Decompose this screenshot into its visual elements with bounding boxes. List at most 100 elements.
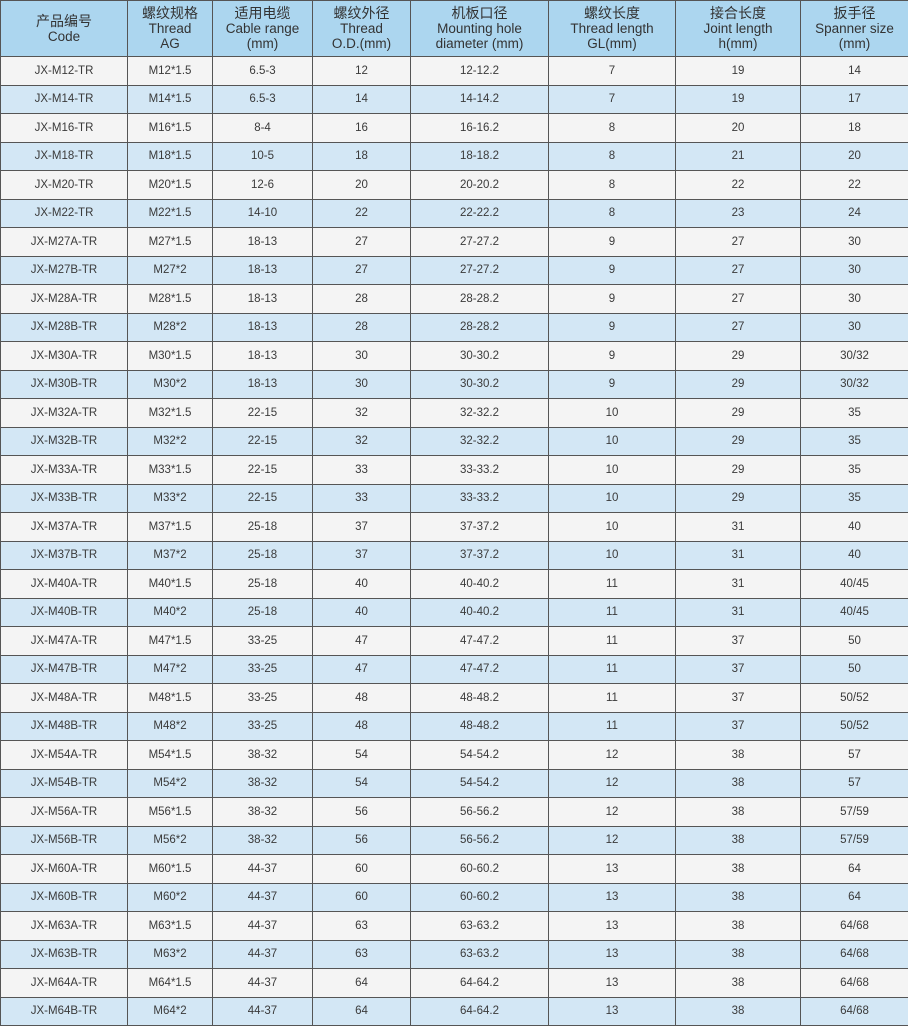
table-cell: 37 xyxy=(312,512,411,542)
table-cell: 60 xyxy=(312,882,411,912)
table-cell: M47*2 xyxy=(127,654,213,684)
table-row: JX-M56B-TR M56*2 38-32 56 56-56.2 12 38 57/59 xyxy=(0,825,908,855)
table-cell: 30 xyxy=(800,312,908,342)
table-cell: 29 xyxy=(675,483,801,513)
table-cell: 8 xyxy=(548,198,676,228)
table-cell: 11 xyxy=(548,569,676,599)
header-zh: 螺纹外径 xyxy=(333,5,390,21)
table-row: JX-M48B-TR M48*2 33-25 48 48-48.2 11 37 50/52 xyxy=(0,711,908,741)
table-cell: 18-13 xyxy=(212,312,313,342)
header-en: O.D.(mm) xyxy=(331,36,392,51)
table-cell: 30-30.2 xyxy=(410,369,549,399)
table-cell: 54-54.2 xyxy=(410,740,549,770)
table-cell: 38-32 xyxy=(212,825,313,855)
table-row: JX-M54A-TR M54*1.5 38-32 54 54-54.2 12 38 57 xyxy=(0,740,908,770)
table-row: JX-M63B-TR M63*2 44-37 63 63-63.2 13 38 64/68 xyxy=(0,939,908,969)
table-cell: 44-37 xyxy=(212,996,313,1026)
column-header: 适用电缆 Cable range (mm) xyxy=(212,0,313,57)
table-cell: 64/68 xyxy=(800,911,908,941)
table-cell: 13 xyxy=(548,854,676,884)
table-cell: 7 xyxy=(548,56,676,86)
table-cell: 47-47.2 xyxy=(410,626,549,656)
table-cell: 37 xyxy=(675,683,801,713)
table-cell: 33-25 xyxy=(212,683,313,713)
table-cell: JX-M30B-TR xyxy=(0,369,128,399)
table-cell: 63 xyxy=(312,911,411,941)
table-row: JX-M30A-TR M30*1.5 18-13 30 30-30.2 9 29 30/32 xyxy=(0,341,908,371)
table-cell: 29 xyxy=(675,398,801,428)
table-cell: 31 xyxy=(675,597,801,627)
table-cell: 64 xyxy=(312,968,411,998)
table-cell: M64*2 xyxy=(127,996,213,1026)
table-cell: 38 xyxy=(675,968,801,998)
table-cell: 37 xyxy=(675,654,801,684)
column-header: 扳手径 Spanner size (mm) xyxy=(800,0,908,57)
table-cell: M30*1.5 xyxy=(127,341,213,371)
table-cell: 18-13 xyxy=(212,227,313,257)
table-cell: M12*1.5 xyxy=(127,56,213,86)
table-cell: M47*1.5 xyxy=(127,626,213,656)
table-cell: 38 xyxy=(675,882,801,912)
table-cell: 33 xyxy=(312,455,411,485)
table-cell: 22-15 xyxy=(212,455,313,485)
table-cell: 57 xyxy=(800,740,908,770)
table-cell: 47-47.2 xyxy=(410,654,549,684)
table-cell: 11 xyxy=(548,597,676,627)
table-cell: 40 xyxy=(800,512,908,542)
table-cell: M54*1.5 xyxy=(127,740,213,770)
header-zh: 适用电缆 xyxy=(234,5,291,21)
table-cell: 27 xyxy=(675,227,801,257)
table-cell: 40 xyxy=(800,540,908,570)
table-cell: JX-M56A-TR xyxy=(0,797,128,827)
table-cell: 38 xyxy=(675,768,801,798)
table-cell: 32 xyxy=(312,398,411,428)
table-cell: 10 xyxy=(548,426,676,456)
table-cell: 33-25 xyxy=(212,654,313,684)
table-cell: 32-32.2 xyxy=(410,398,549,428)
table-cell: 38 xyxy=(675,996,801,1026)
table-cell: M64*1.5 xyxy=(127,968,213,998)
table-cell: 11 xyxy=(548,711,676,741)
header-en: Thread length xyxy=(570,21,654,36)
table-cell: 8 xyxy=(548,113,676,143)
table-cell: 37-37.2 xyxy=(410,512,549,542)
table-row: JX-M30B-TR M30*2 18-13 30 30-30.2 9 29 30/32 xyxy=(0,369,908,399)
table-cell: 18-13 xyxy=(212,369,313,399)
table-row: JX-M48A-TR M48*1.5 33-25 48 48-48.2 11 37 50/52 xyxy=(0,683,908,713)
column-header: 机板口径 Mounting hole diameter (mm) xyxy=(410,0,549,57)
table-cell: 14-10 xyxy=(212,198,313,228)
table-cell: 21 xyxy=(675,141,801,171)
table-cell: 50 xyxy=(800,626,908,656)
table-cell: 33-33.2 xyxy=(410,483,549,513)
table-row: JX-M22-TR M22*1.5 14-10 22 22-22.2 8 23 24 xyxy=(0,198,908,228)
table-row: JX-M37A-TR M37*1.5 25-18 37 37-37.2 10 31 40 xyxy=(0,512,908,542)
table-cell: JX-M30A-TR xyxy=(0,341,128,371)
table-cell: 9 xyxy=(548,341,676,371)
table-cell: 57/59 xyxy=(800,797,908,827)
table-cell: 25-18 xyxy=(212,540,313,570)
table-cell: 7 xyxy=(548,84,676,114)
table-row: JX-M20-TR M20*1.5 12-6 20 20-20.2 8 22 22 xyxy=(0,170,908,200)
table-cell: 30 xyxy=(800,284,908,314)
table-cell: 57/59 xyxy=(800,825,908,855)
table-cell: M48*1.5 xyxy=(127,683,213,713)
table-cell: 30 xyxy=(312,369,411,399)
table-cell: 16 xyxy=(312,113,411,143)
table-row: JX-M12-TR M12*1.5 6.5-3 12 12-12.2 7 19 14 xyxy=(0,56,908,86)
table-cell: M56*2 xyxy=(127,825,213,855)
table-cell: 18-18.2 xyxy=(410,141,549,171)
header-zh: 扳手径 xyxy=(833,5,876,21)
header-en: h(mm) xyxy=(718,36,758,51)
table-cell: M27*2 xyxy=(127,255,213,285)
table-cell: JX-M32B-TR xyxy=(0,426,128,456)
table-cell: JX-M33A-TR xyxy=(0,455,128,485)
table-cell: 8 xyxy=(548,141,676,171)
table-row: JX-M14-TR M14*1.5 6.5-3 14 14-14.2 7 19 17 xyxy=(0,84,908,114)
table-cell: 27-27.2 xyxy=(410,255,549,285)
table-cell: 33-33.2 xyxy=(410,455,549,485)
table-cell: 10 xyxy=(548,455,676,485)
table-cell: 30 xyxy=(800,227,908,257)
column-header: 螺纹长度 Thread length GL(mm) xyxy=(548,0,676,57)
table-cell: M37*1.5 xyxy=(127,512,213,542)
